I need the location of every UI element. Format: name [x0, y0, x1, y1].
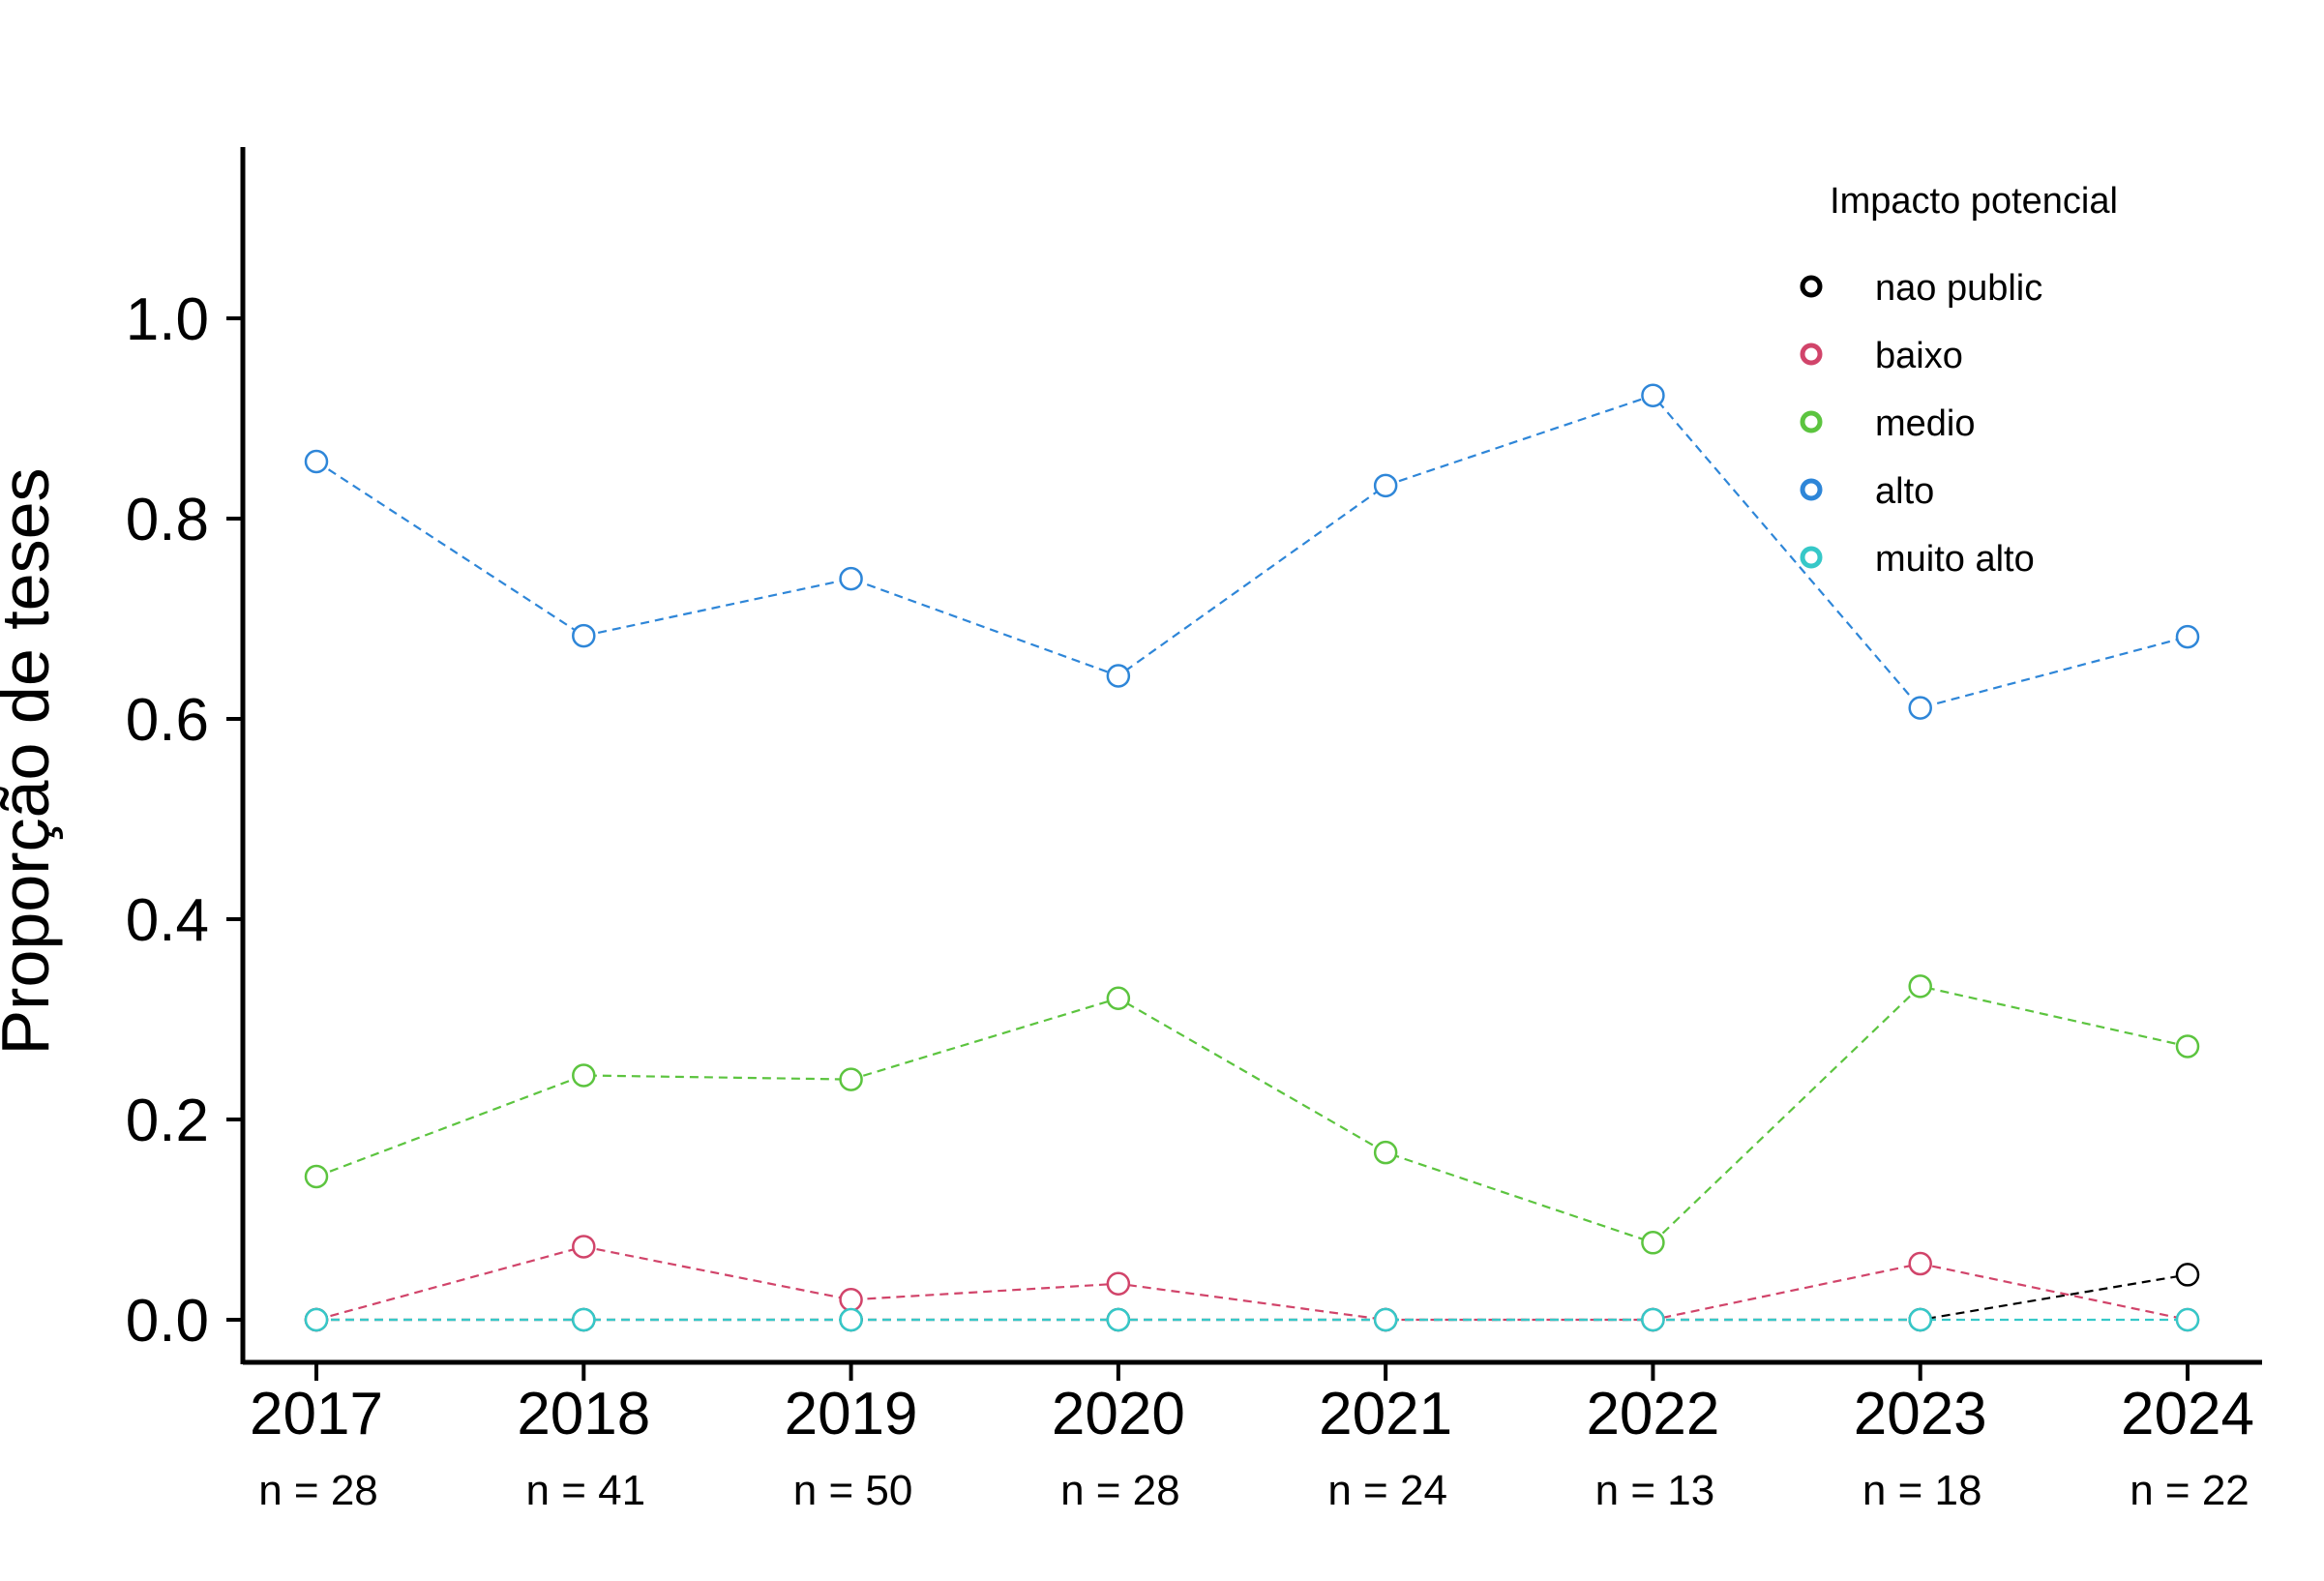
data-point	[1641, 383, 1665, 407]
data-point	[2175, 1263, 2200, 1287]
series-line	[316, 1273, 2189, 1322]
data-point	[1641, 1231, 1665, 1255]
x-count-label: n = 22	[2130, 1467, 2250, 1514]
data-point	[1106, 986, 1131, 1011]
legend-item: baixo	[1800, 336, 1963, 376]
x-count-label: n = 41	[526, 1467, 646, 1514]
legend-marker	[1800, 478, 1823, 501]
legend-label: baixo	[1875, 336, 1963, 376]
x-count-label: n = 28	[258, 1467, 378, 1514]
data-point	[1373, 1140, 1398, 1165]
legend-marker	[1800, 343, 1823, 366]
series-line	[315, 985, 2189, 1244]
x-count-label: n = 24	[1327, 1467, 1447, 1514]
y-tick-label: 0.0	[126, 1288, 209, 1355]
x-tick-label: 2023	[1854, 1381, 1987, 1447]
x-count-label: n = 50	[793, 1467, 913, 1514]
legend-items: nao public baixo medio alto muito alto	[1800, 268, 2042, 580]
data-point	[572, 1307, 596, 1332]
x-tick-label: 2017	[250, 1381, 383, 1447]
series-medio	[304, 974, 2200, 1255]
data-point	[2175, 624, 2200, 649]
y-tick-label: 0.6	[126, 687, 209, 754]
x-tick-label: 2020	[1052, 1381, 1185, 1447]
legend-marker	[1800, 410, 1823, 433]
data-point	[1106, 1271, 1131, 1296]
legend-title: Impacto potencial	[1830, 181, 2118, 222]
data-point	[839, 1307, 863, 1332]
legend-item: muito alto	[1800, 539, 2035, 580]
data-point	[1106, 664, 1131, 688]
x-tick-label: 2019	[785, 1381, 918, 1447]
data-point	[572, 623, 596, 648]
legend-label: alto	[1875, 471, 1934, 512]
x-axis-ticks: 2017 n = 28 2018 n = 41 2019 n = 50 2020 n = 28…	[250, 1364, 2254, 1514]
data-point	[304, 449, 329, 474]
data-point	[1373, 473, 1398, 498]
y-axis-ticks: 0.0 0.2 0.4 0.6 0.8 1.0	[126, 286, 243, 1355]
y-tick-label: 1.0	[126, 286, 209, 353]
data-point	[839, 1288, 863, 1312]
data-point	[1908, 1251, 1932, 1276]
series-muito-alto	[304, 1307, 2200, 1332]
x-tick-label: 2024	[2121, 1381, 2254, 1447]
data-point	[572, 1235, 596, 1259]
data-point	[839, 1067, 863, 1091]
legend-label: nao public	[1875, 268, 2042, 309]
y-tick-label: 0.8	[126, 487, 209, 553]
data-point	[1106, 1307, 1131, 1332]
y-tick-label: 0.2	[126, 1088, 209, 1154]
x-count-label: n = 13	[1595, 1467, 1715, 1514]
legend-item: nao public	[1800, 268, 2042, 309]
y-axis-title: Proporção de teses	[0, 467, 63, 1055]
data-point	[1908, 696, 1932, 720]
series-alto	[304, 383, 2200, 720]
legend-item: alto	[1800, 471, 1934, 512]
y-tick-label: 0.4	[126, 887, 209, 954]
data-point	[2175, 1034, 2200, 1059]
x-tick-label: 2022	[1586, 1381, 1719, 1447]
data-point	[1908, 974, 1932, 999]
legend-item: medio	[1800, 403, 1976, 444]
legend-label: medio	[1875, 403, 1976, 444]
data-point	[1641, 1307, 1665, 1332]
x-count-label: n = 28	[1060, 1467, 1180, 1514]
data-point	[839, 566, 863, 591]
x-tick-label: 2021	[1319, 1381, 1452, 1447]
legend-marker	[1800, 546, 1823, 569]
data-point	[304, 1164, 329, 1189]
data-point	[304, 1307, 329, 1332]
data-point	[2175, 1307, 2200, 1332]
legend-marker	[1800, 275, 1823, 298]
legend-label: muito alto	[1875, 539, 2035, 580]
x-count-label: n = 18	[1862, 1467, 1982, 1514]
x-tick-label: 2018	[517, 1381, 650, 1447]
series-line	[315, 394, 2189, 709]
data-point	[1373, 1307, 1398, 1332]
data-point	[1908, 1307, 1932, 1332]
plot-area	[304, 383, 2200, 1332]
legend: Impacto potencial nao public baixo medio al…	[1800, 181, 2118, 580]
data-point	[572, 1063, 596, 1088]
series-line	[315, 1245, 2189, 1322]
